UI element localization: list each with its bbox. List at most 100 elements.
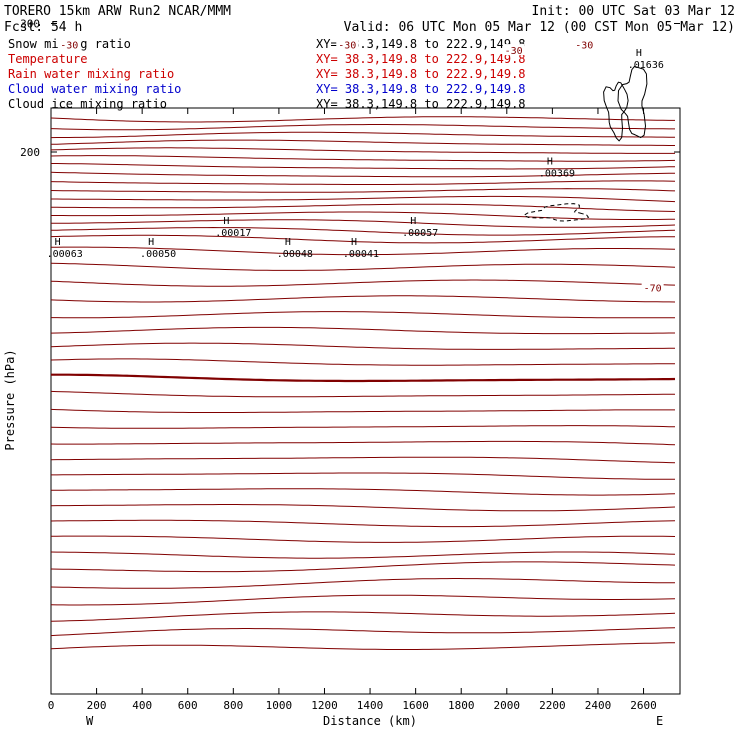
isotherm-line: [50, 147, 675, 154]
maximum-marker: H: [223, 216, 229, 227]
west-label: W: [86, 714, 94, 728]
isotherm-line: [51, 211, 676, 220]
isotherm-line: [50, 262, 676, 271]
legend-field-name: Cloud water mixing ratio: [8, 82, 181, 96]
extremum-value: .00057: [402, 228, 438, 239]
maximum-marker: H: [148, 237, 154, 248]
isotherm-line: [51, 246, 676, 256]
isotherm-line: [50, 116, 675, 123]
isotherm-line: [50, 456, 676, 464]
maximum-marker: H: [55, 237, 61, 248]
isotherm-line: [50, 627, 676, 637]
isotherm-line: [50, 155, 676, 162]
maximum-marker: H: [351, 237, 357, 248]
isotherm-line: [50, 326, 675, 335]
temperature-label-bg: [58, 38, 81, 50]
isotherm-line: [51, 535, 676, 543]
isotherm-line: [51, 163, 676, 170]
maximum-marker: H: [636, 48, 642, 59]
isotherm-line: [50, 390, 676, 398]
x-tick-label: 2600: [630, 699, 657, 712]
x-tick-label: 2400: [585, 699, 612, 712]
legend-field-xy: XY= 38.3,149.8 to 222.9,149.8: [316, 37, 526, 51]
maximum-marker: H: [285, 237, 291, 248]
extremum-value: .00063: [47, 249, 83, 260]
isotherm-line: [50, 594, 676, 606]
mixing-ratio-contour: [522, 203, 590, 222]
x-tick-label: 0: [48, 699, 55, 712]
x-tick-label: 800: [223, 699, 243, 712]
header-title-left: TORERO 15km ARW Run2 NCAR/MMM: [4, 4, 231, 19]
isotherm-line: [50, 408, 675, 413]
temperature-label-bg: [641, 281, 664, 293]
mixing-ratio-contour: [617, 65, 648, 139]
x-tick-label: 200: [87, 699, 107, 712]
isotherm-line: [50, 504, 676, 512]
isotherm-line: [51, 311, 675, 319]
x-axis-label: Distance (km): [323, 714, 417, 728]
extremum-value: .00050: [140, 249, 176, 260]
isotherm-line: [50, 611, 676, 622]
isotherm-line: [50, 425, 676, 429]
east-label: E: [656, 714, 663, 728]
y-tick-label: 300: [20, 18, 40, 31]
temperature-label: -30: [505, 46, 523, 57]
y-axis-label: Pressure (hPa): [3, 349, 17, 450]
x-tick-label: 1200: [311, 699, 338, 712]
isotherm-line: [50, 578, 675, 589]
temperature-contours: [50, 116, 676, 650]
isotherm-line: [50, 342, 675, 350]
legend-field-name: Cloud ice mixing ratio: [8, 97, 167, 111]
temperature-labels: -70-30-30-30-30-20-20-20-20-10-10-10-100…: [58, 38, 664, 295]
x-axis: 0 200 400 600 800 1000 1200 1400 1600 1800 2000 220…: [48, 108, 657, 712]
isotherm-line: [50, 131, 675, 139]
isotherm-line: [50, 234, 676, 244]
legend-field-xy: XY= 38.3,149.8 to 222.9,149.8: [316, 67, 526, 81]
isotherm-line: [50, 358, 676, 366]
legend-field-xy: XY= 38.3,149.8 to 222.9,149.8: [316, 52, 526, 66]
y-tick-label: 200: [20, 146, 40, 159]
legend-field-name: Temperature: [8, 52, 87, 66]
isotherm-line: [50, 551, 676, 559]
isotherm-line: [50, 279, 676, 287]
extremum-value: .00041: [343, 249, 379, 260]
x-tick-label: 1600: [402, 699, 429, 712]
x-tick-label: 400: [132, 699, 152, 712]
plot-area: -70-30-30-30-30-20-20-20-20-10-10-10-100…: [47, 38, 681, 695]
isotherm-line: [50, 519, 676, 528]
y-axis: 2003004005006007008009001000: [20, 18, 680, 159]
isotherm-line: [51, 219, 676, 228]
x-tick-label: 2000: [494, 699, 521, 712]
isotherm-line: [50, 295, 676, 303]
temperature-label: -30: [575, 40, 593, 51]
isotherm-line: [51, 195, 676, 203]
header-init-time: Init: 00 UTC Sat 03 Mar 12: [532, 4, 736, 19]
x-tick-label: 600: [178, 699, 198, 712]
maximum-marker: H: [410, 216, 416, 227]
moisture-contours: [522, 65, 648, 222]
extrema-labels: H.00063H.00050H.00017H.00048H.00041H.000…: [47, 48, 664, 260]
x-tick-label: 1000: [266, 699, 293, 712]
legend-field-name: Rain water mixing ratio: [8, 67, 174, 81]
isotherm-line: [50, 561, 676, 573]
plot-frame: [50, 107, 681, 695]
isotherm-line: [51, 472, 675, 480]
temperature-label-bg: [573, 38, 596, 50]
isotherm-line: [51, 203, 676, 212]
header-forecast-hour: Fcst: 54 h: [4, 20, 82, 35]
x-tick-label: 1400: [357, 699, 384, 712]
isotherm-line: [51, 488, 676, 496]
isotherm-line: [50, 642, 676, 650]
zero-isotherm: [51, 373, 676, 383]
extremum-value: .01636: [628, 60, 664, 71]
maximum-marker: H: [547, 156, 553, 167]
temperature-label-bg: [336, 38, 359, 50]
temperature-label: -30: [338, 40, 356, 51]
temperature-label: -70: [644, 284, 662, 295]
x-tick-label: 1800: [448, 699, 475, 712]
extremum-value: .00048: [277, 249, 313, 260]
header-valid-time: Valid: 06 UTC Mon 05 Mar 12 (00 CST Mon …: [344, 20, 735, 35]
mixing-ratio-contour: [603, 81, 629, 142]
isotherm-line: [50, 124, 675, 131]
